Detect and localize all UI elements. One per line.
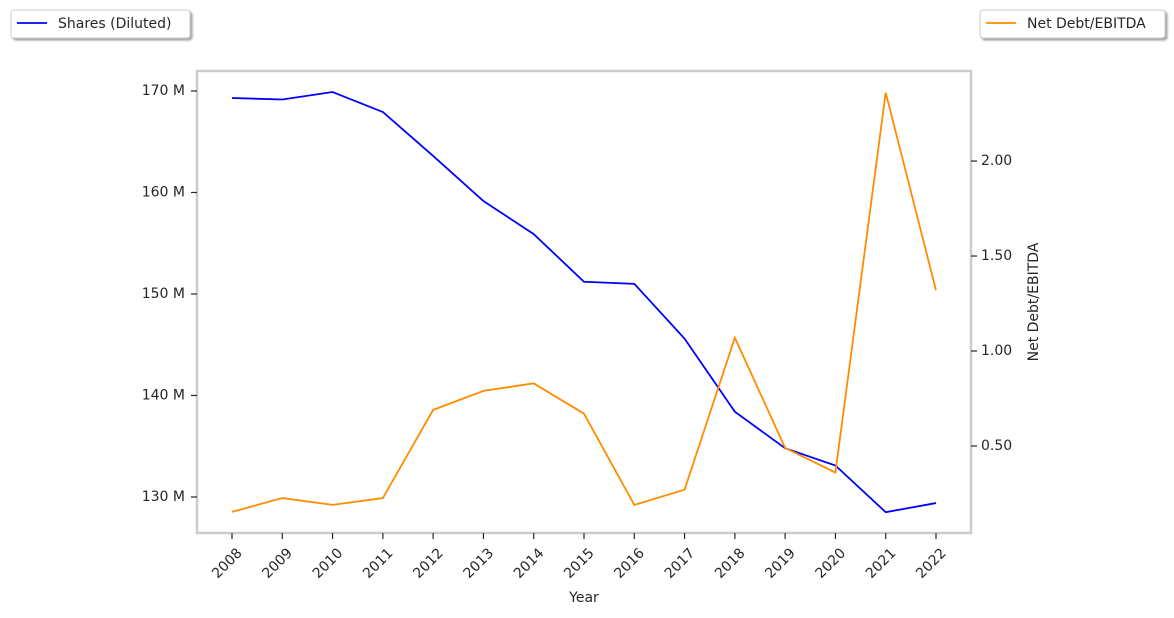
x-tick-label: 2016	[611, 545, 648, 582]
x-tick-label: 2012	[410, 545, 447, 582]
y-tick-label: 140 M	[142, 387, 185, 403]
legend-box	[979, 9, 1166, 39]
x-tick-label: 2014	[511, 545, 548, 582]
y-tick-label: 150 M	[142, 286, 185, 302]
x-tick-label: 2021	[863, 545, 900, 582]
x-tick-label: 2019	[762, 545, 799, 582]
x-tick-label: 2010	[310, 545, 347, 582]
x-tick-label: 2008	[209, 545, 246, 582]
legend-box	[10, 9, 191, 39]
y-tick-label: 130 M	[142, 489, 185, 505]
data-line	[231, 91, 937, 514]
x-tick-label: 2015	[561, 545, 598, 582]
y2-axis-label: Net Debt/EBITDA	[1026, 242, 1042, 361]
legend-label: Net Debt/EBITDA	[1027, 16, 1146, 32]
plot-frame	[195, 69, 973, 535]
x-tick-label: 2017	[662, 545, 699, 582]
x-tick-label: 2018	[712, 545, 749, 582]
x-tick-label: 2022	[913, 545, 950, 582]
x-tick-label: 2020	[813, 545, 850, 582]
x-tick-label: 2011	[360, 545, 397, 582]
y2-tick-label: 2.00	[981, 153, 1012, 169]
y-tick-label: 160 M	[142, 184, 185, 200]
legend-label: Shares (Diluted)	[58, 16, 172, 32]
data-line	[231, 92, 937, 513]
y-tick-label: 170 M	[142, 83, 185, 99]
x-axis-label: Year	[568, 590, 599, 606]
x-tick-label: 2009	[259, 545, 296, 582]
y2-tick-label: 0.50	[981, 438, 1012, 454]
y2-tick-label: 1.50	[981, 248, 1012, 264]
y2-tick-label: 1.00	[981, 343, 1012, 359]
x-tick-label: 2013	[461, 545, 498, 582]
